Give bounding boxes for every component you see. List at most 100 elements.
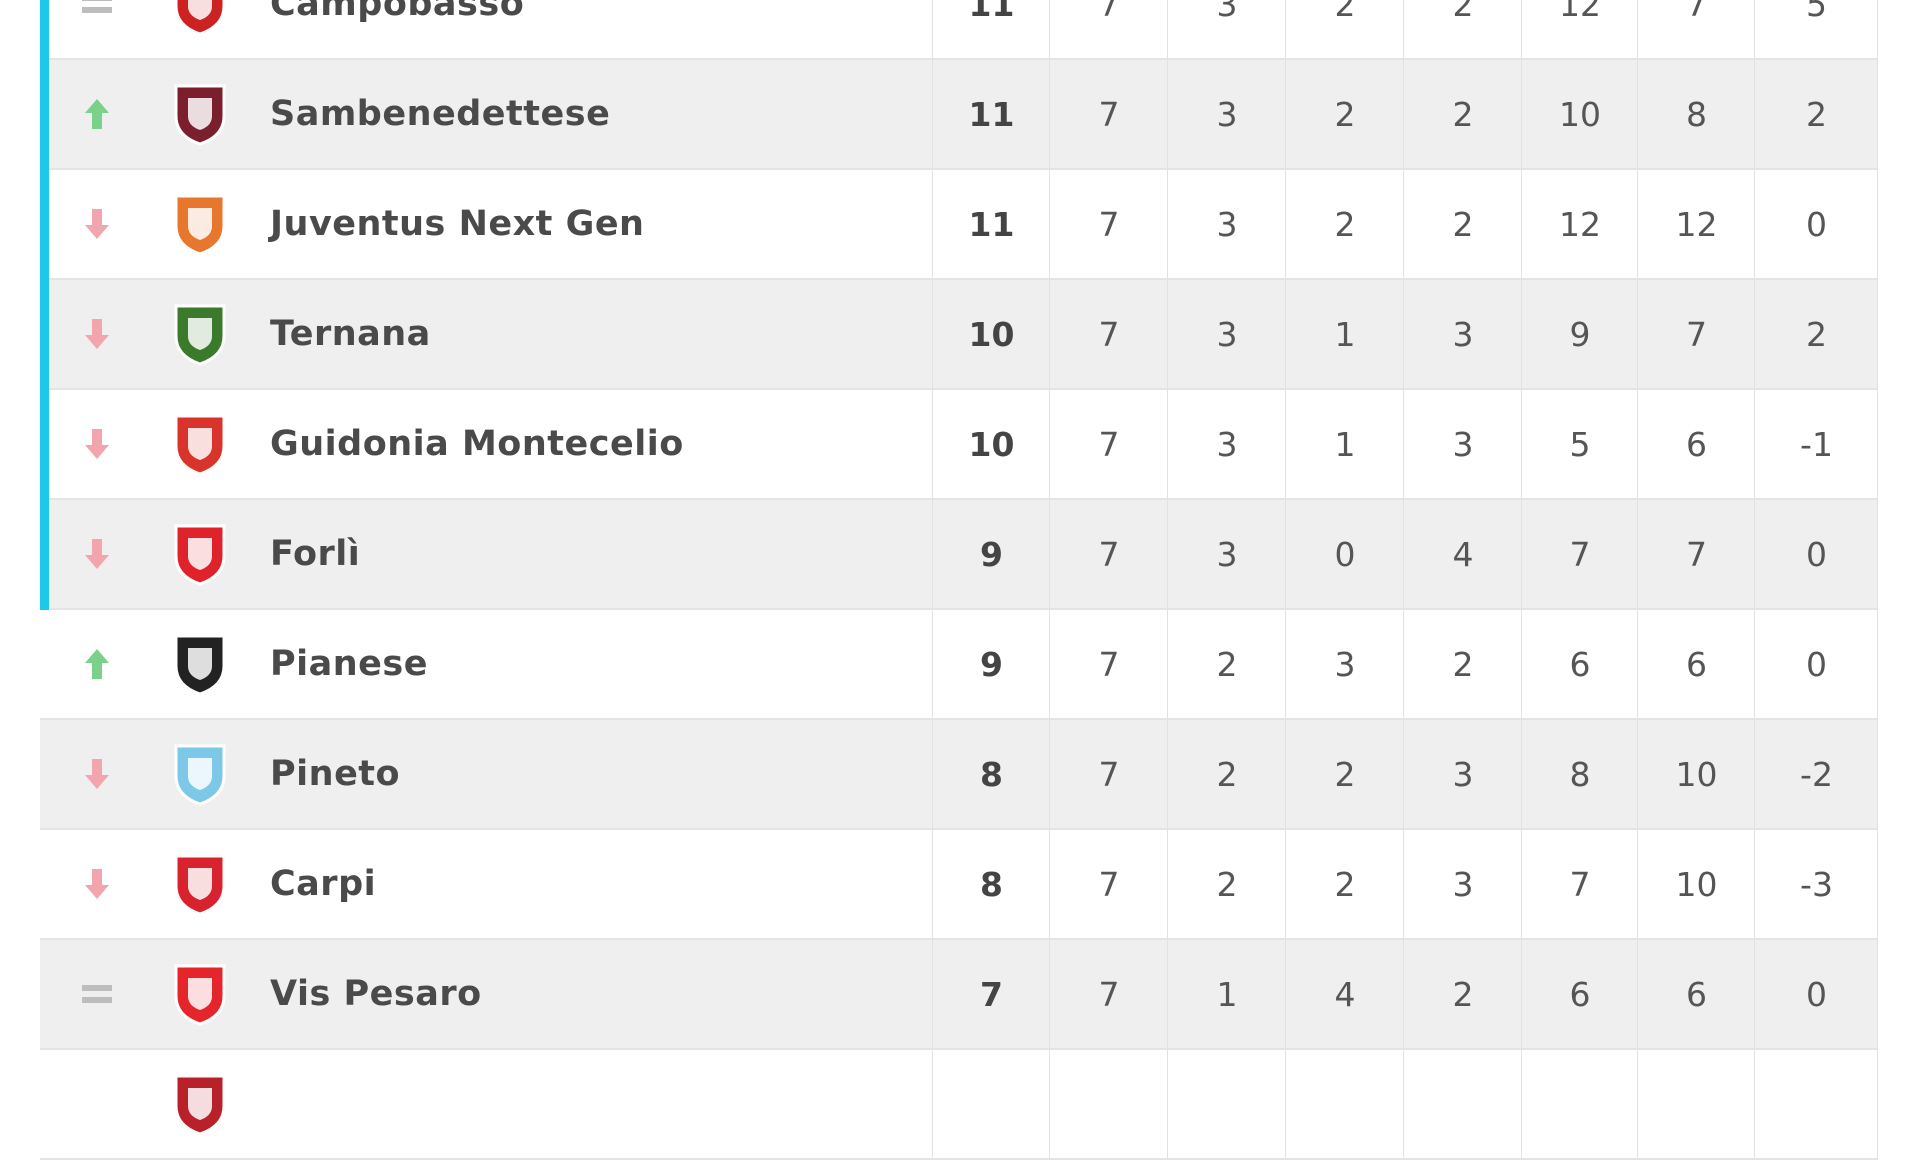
- goal-difference-cell: -1: [1754, 390, 1878, 498]
- table-row[interactable]: Pineto 8 7 2 2 3 8 10 -2: [40, 720, 1877, 830]
- table-row[interactable]: Ternana 10 7 3 1 3 9 7 2: [40, 280, 1877, 390]
- table-row[interactable]: Guidonia Montecelio 10 7 3 1 3 5 6 -1: [40, 390, 1877, 500]
- losses-cell: 2: [1403, 0, 1522, 58]
- team-name[interactable]: Sambenedettese: [270, 94, 611, 134]
- played-cell: 7: [1049, 170, 1168, 278]
- losses-cell: 2: [1403, 60, 1522, 168]
- table-row[interactable]: [40, 1050, 1877, 1160]
- wins-cell: 3: [1167, 500, 1286, 608]
- goals-for-cell: 6: [1521, 940, 1638, 1048]
- goal-difference-cell: 0: [1754, 610, 1878, 718]
- team-name[interactable]: Guidonia Montecelio: [270, 424, 684, 464]
- team-logo-icon: [166, 80, 234, 148]
- draws-cell: 1: [1285, 280, 1404, 388]
- table-row[interactable]: Carpi 8 7 2 2 3 7 10 -3: [40, 830, 1877, 940]
- arrow-down-icon: [82, 864, 112, 904]
- draws-cell: 2: [1285, 0, 1404, 58]
- table-row[interactable]: Campobasso 11 7 3 2 2 12 7 5: [40, 0, 1877, 60]
- team-name[interactable]: Campobasso: [270, 0, 525, 24]
- goals-against-cell: 8: [1637, 60, 1755, 168]
- played-cell: 7: [1049, 500, 1168, 608]
- played-cell: 7: [1049, 830, 1168, 938]
- team-logo-icon: [166, 300, 234, 368]
- goals-against-cell: 7: [1637, 280, 1755, 388]
- goals-against-cell: 10: [1637, 830, 1755, 938]
- points-cell: 8: [932, 720, 1050, 828]
- played-cell: 7: [1049, 390, 1168, 498]
- arrow-down-icon: [82, 314, 112, 354]
- equal-icon: [82, 1084, 112, 1124]
- draws-cell: 4: [1285, 940, 1404, 1048]
- team-name[interactable]: Carpi: [270, 864, 377, 904]
- losses-cell: 3: [1403, 280, 1522, 388]
- wins-cell: 1: [1167, 940, 1286, 1048]
- goals-against-cell: 6: [1637, 390, 1755, 498]
- losses-cell: [1403, 1050, 1522, 1158]
- team-logo-icon: [166, 850, 234, 918]
- goal-difference-cell: 0: [1754, 940, 1878, 1048]
- wins-cell: 3: [1167, 0, 1286, 58]
- draws-cell: 3: [1285, 610, 1404, 718]
- played-cell: 7: [1049, 280, 1168, 388]
- losses-cell: 2: [1403, 610, 1522, 718]
- goals-against-cell: 10: [1637, 720, 1755, 828]
- goal-difference-cell: -3: [1754, 830, 1878, 938]
- goals-for-cell: 7: [1521, 500, 1638, 608]
- played-cell: 7: [1049, 60, 1168, 168]
- table-row[interactable]: Juventus Next Gen 11 7 3 2 2 12 12 0: [40, 170, 1877, 280]
- draws-cell: 2: [1285, 170, 1404, 278]
- draws-cell: 2: [1285, 720, 1404, 828]
- team-logo-icon: [166, 740, 234, 808]
- wins-cell: 3: [1167, 170, 1286, 278]
- wins-cell: 3: [1167, 60, 1286, 168]
- equal-icon: [82, 974, 112, 1014]
- goals-against-cell: 6: [1637, 940, 1755, 1048]
- losses-cell: 2: [1403, 170, 1522, 278]
- team-name[interactable]: Ternana: [270, 314, 431, 354]
- points-cell: 11: [932, 170, 1050, 278]
- played-cell: 7: [1049, 720, 1168, 828]
- goals-for-cell: 12: [1521, 0, 1638, 58]
- table-row[interactable]: Sambenedettese 11 7 3 2 2 10 8 2: [40, 60, 1877, 170]
- standings-table: Campobasso 11 7 3 2 2 12 7 5 Sambenedettese 11 7 3 2 2…: [40, 0, 1878, 1160]
- goal-difference-cell: 0: [1754, 500, 1878, 608]
- points-cell: 9: [932, 610, 1050, 718]
- team-logo-icon: [166, 630, 234, 698]
- goals-for-cell: 7: [1521, 830, 1638, 938]
- goals-for-cell: 5: [1521, 390, 1638, 498]
- draws-cell: 2: [1285, 830, 1404, 938]
- team-name[interactable]: Forlì: [270, 534, 361, 574]
- wins-cell: 2: [1167, 830, 1286, 938]
- team-logo-icon: [166, 1070, 234, 1138]
- equal-icon: [82, 0, 112, 24]
- goals-against-cell: 12: [1637, 170, 1755, 278]
- team-name[interactable]: Pianese: [270, 644, 428, 684]
- table-row[interactable]: Vis Pesaro 7 7 1 4 2 6 6 0: [40, 940, 1877, 1050]
- goal-difference-cell: 2: [1754, 60, 1878, 168]
- team-name[interactable]: Vis Pesaro: [270, 974, 482, 1014]
- wins-cell: 2: [1167, 610, 1286, 718]
- arrow-up-icon: [82, 644, 112, 684]
- team-logo-icon: [166, 190, 234, 258]
- table-row[interactable]: Pianese 9 7 2 3 2 6 6 0: [40, 610, 1877, 720]
- wins-cell: [1167, 1050, 1286, 1158]
- played-cell: 7: [1049, 610, 1168, 718]
- goals-against-cell: 7: [1637, 0, 1755, 58]
- team-name[interactable]: Pineto: [270, 754, 401, 794]
- team-logo-icon: [166, 0, 234, 38]
- draws-cell: [1285, 1050, 1404, 1158]
- points-cell: 10: [932, 390, 1050, 498]
- played-cell: [1049, 1050, 1168, 1158]
- goal-difference-cell: [1754, 1050, 1878, 1158]
- losses-cell: 3: [1403, 720, 1522, 828]
- team-name[interactable]: Juventus Next Gen: [270, 204, 645, 244]
- points-cell: 9: [932, 500, 1050, 608]
- arrow-down-icon: [82, 534, 112, 574]
- goals-for-cell: 9: [1521, 280, 1638, 388]
- goals-for-cell: 10: [1521, 60, 1638, 168]
- goals-for-cell: 8: [1521, 720, 1638, 828]
- arrow-down-icon: [82, 754, 112, 794]
- table-row[interactable]: Forlì 9 7 3 0 4 7 7 0: [40, 500, 1877, 610]
- goals-for-cell: [1521, 1050, 1638, 1158]
- wins-cell: 3: [1167, 390, 1286, 498]
